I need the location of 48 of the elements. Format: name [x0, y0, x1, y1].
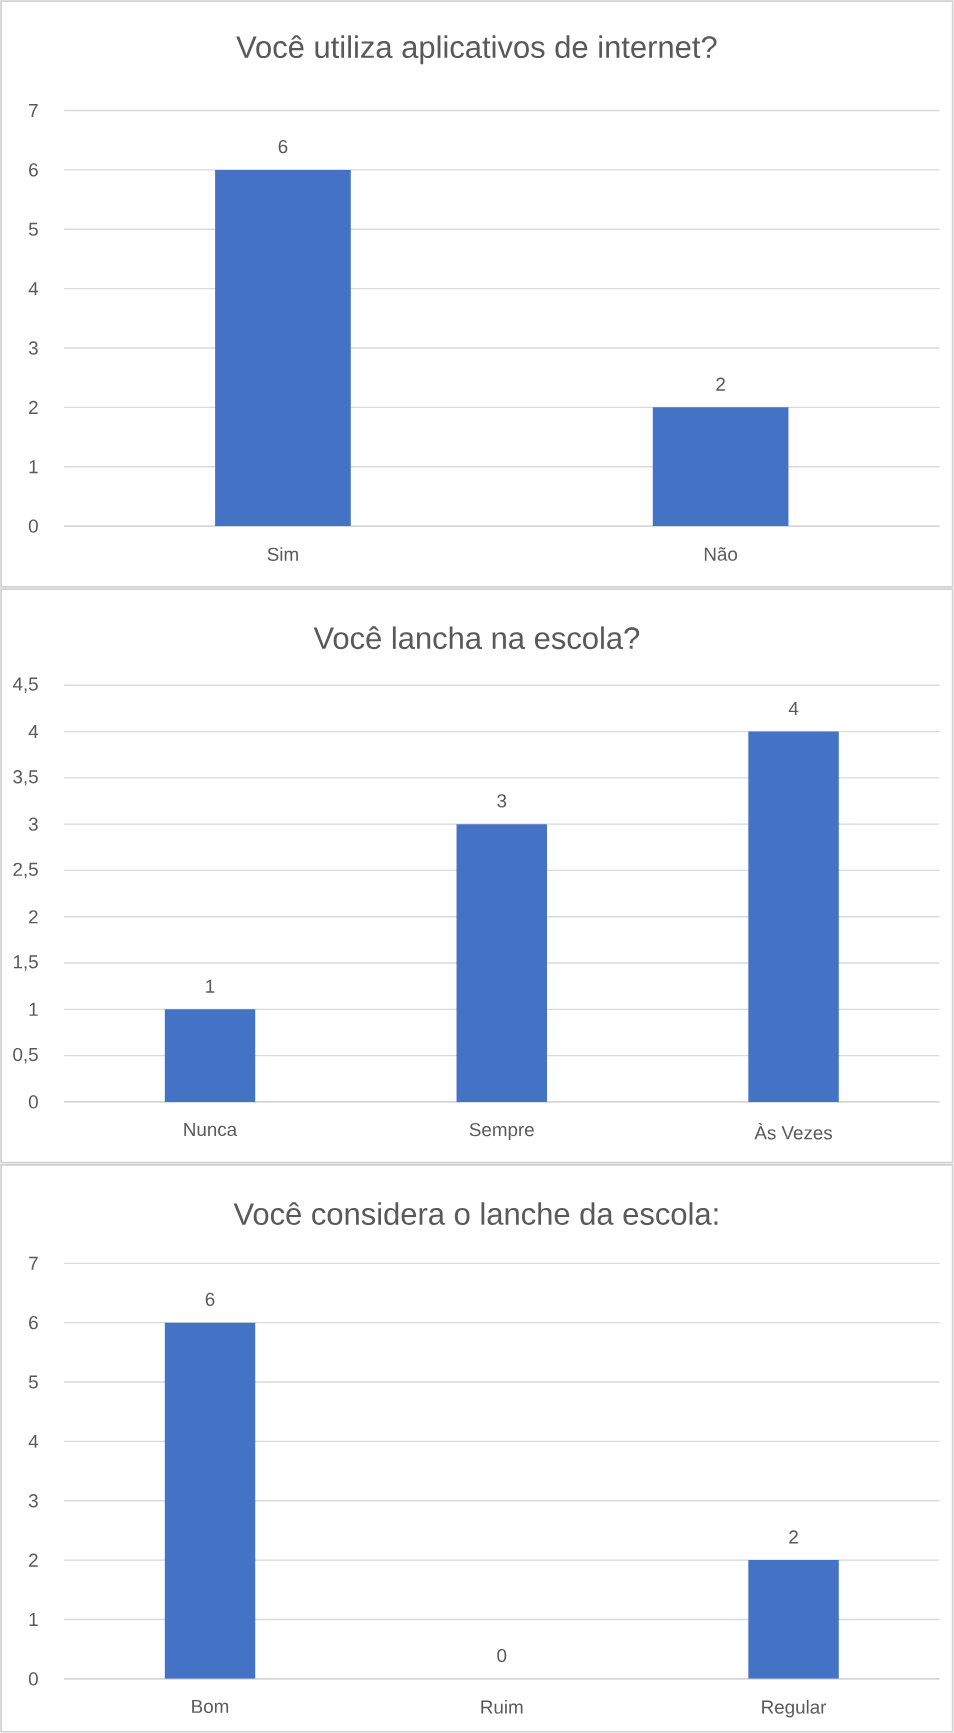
y-tick-label: 1 [29, 1002, 38, 1016]
data-label: 3 [497, 794, 507, 808]
y-tick-label: 6 [29, 163, 38, 177]
y-tick-label: 0,5 [13, 1047, 38, 1064]
y-tick-label: 4,5 [13, 677, 38, 693]
y-tick-label: 4 [28, 1434, 39, 1448]
y-tick-label: 2 [29, 1553, 38, 1567]
x-tick-label: Regular [762, 1699, 827, 1718]
y-tick-label: 5 [29, 1375, 38, 1389]
y-tick-label: 4 [28, 725, 39, 739]
data-label: 1 [206, 979, 215, 993]
bar [456, 824, 548, 1102]
y-tick-label: 1 [29, 1613, 38, 1626]
y-tick-label: 3 [28, 341, 38, 355]
bar [164, 1009, 256, 1102]
y-tick-label: 0 [28, 519, 38, 533]
y-tick-label: 7 [29, 1256, 38, 1270]
x-tick-label: Sempre [469, 1123, 534, 1140]
x-tick-label: Às Vezes [754, 1123, 833, 1140]
data-label: 4 [788, 701, 799, 715]
data-label: 6 [278, 139, 288, 154]
y-tick-label: 3 [28, 817, 38, 831]
y-tick-label: 4 [28, 282, 39, 296]
y-tick-label: 6 [29, 1316, 38, 1330]
x-tick-label: Sim [267, 547, 298, 561]
y-tick-label: 2,5 [13, 862, 38, 879]
data-label: 0 [497, 1648, 507, 1663]
y-tick-label: 0 [28, 1095, 38, 1109]
data-label: 2 [716, 377, 725, 391]
y-tick-label: 1,5 [14, 955, 38, 971]
y-tick-label: 3 [28, 1494, 38, 1508]
chart-title: Você lancha na escola? [313, 626, 640, 650]
y-tick-label: 7 [29, 104, 38, 117]
chart-title: Você considera o lanche da escola: [233, 1202, 718, 1225]
x-tick-label: Não [705, 547, 738, 561]
y-tick-label: 2 [29, 910, 38, 924]
data-label: 2 [789, 1530, 798, 1544]
x-tick-label: Bom [192, 1699, 229, 1714]
bar [748, 731, 839, 1102]
x-tick-label: Ruim [481, 1699, 523, 1714]
y-tick-label: 1 [29, 460, 38, 474]
data-label: 6 [205, 1292, 215, 1306]
y-tick-label: 3,5 [13, 770, 38, 786]
y-tick-label: 0 [28, 1672, 38, 1686]
x-tick-label: Nunca [184, 1122, 238, 1137]
y-tick-label: 2 [29, 400, 38, 414]
y-tick-label: 5 [29, 222, 38, 236]
chart-title: Você utiliza aplicativos de internet? [236, 35, 717, 65]
